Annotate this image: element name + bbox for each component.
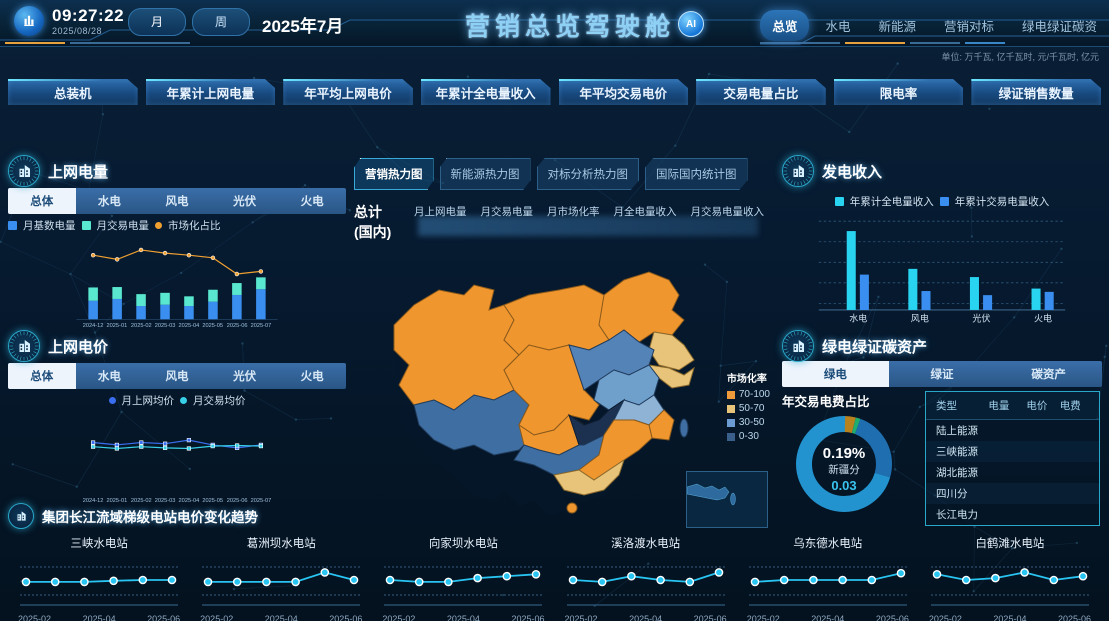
svg-text:2025-05: 2025-05	[202, 498, 223, 504]
svg-text:2025-02: 2025-02	[131, 323, 152, 329]
svg-text:2025-02: 2025-02	[131, 498, 152, 504]
svg-text:2025-01: 2025-01	[107, 323, 128, 329]
svg-text:2025-04: 2025-04	[179, 498, 200, 504]
svg-text:0.03: 0.03	[831, 478, 856, 493]
svg-text:2025-04: 2025-04	[179, 323, 200, 329]
svg-text:2025-03: 2025-03	[155, 498, 176, 504]
svg-text:2025-07: 2025-07	[251, 498, 272, 504]
svg-text:2025-06: 2025-06	[227, 498, 248, 504]
svg-text:光伏: 光伏	[972, 312, 990, 323]
svg-text:2025-01: 2025-01	[107, 498, 128, 504]
svg-text:2025-07: 2025-07	[251, 323, 272, 329]
svg-text:新疆分: 新疆分	[828, 463, 860, 476]
svg-text:风电: 风电	[911, 312, 929, 323]
svg-text:0.19%: 0.19%	[823, 445, 866, 462]
svg-text:水电: 水电	[849, 312, 867, 323]
svg-text:2025-03: 2025-03	[155, 323, 176, 329]
svg-text:2024-12: 2024-12	[83, 323, 104, 329]
svg-text:火电: 火电	[1034, 312, 1052, 323]
svg-text:2025-05: 2025-05	[202, 323, 223, 329]
svg-text:2025-06: 2025-06	[227, 323, 248, 329]
svg-text:2024-12: 2024-12	[83, 498, 104, 504]
